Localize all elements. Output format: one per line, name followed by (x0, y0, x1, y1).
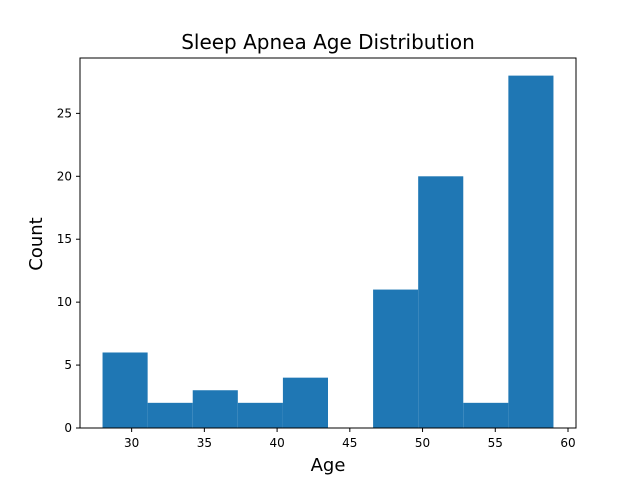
histogram-bar-1 (147, 402, 193, 428)
x-tick-label: 40 (269, 436, 284, 450)
y-axis-ticks: 0 5 10 15 20 25 (57, 106, 80, 435)
x-axis-ticks: 30 35 40 45 50 55 60 (124, 428, 576, 450)
histogram-bar-0 (102, 352, 148, 428)
histogram-bar-4 (282, 377, 328, 428)
histogram-bar-6 (373, 289, 419, 428)
x-axis-label: Age (311, 455, 346, 476)
x-tick-label: 35 (197, 436, 212, 450)
histogram-bar-8 (463, 402, 509, 428)
x-tick-label: 55 (488, 436, 503, 450)
histogram-bar-7 (418, 176, 464, 428)
x-tick-label: 50 (415, 436, 430, 450)
plot-frame (79, 57, 577, 429)
bars-group (102, 75, 554, 428)
y-tick-label: 5 (64, 358, 72, 372)
histogram-bar-3 (237, 402, 283, 428)
x-tick-label: 30 (124, 436, 139, 450)
y-tick-label: 15 (57, 232, 72, 246)
x-tick-label: 60 (560, 436, 575, 450)
histogram-bar-9 (508, 75, 554, 428)
y-tick-label: 20 (57, 169, 72, 183)
y-axis-label: Count (26, 217, 47, 270)
histogram-bar-2 (192, 390, 238, 428)
x-tick-label: 45 (342, 436, 357, 450)
y-tick-label: 10 (57, 295, 72, 309)
chart-title: Sleep Apnea Age Distribution (181, 30, 475, 54)
y-tick-label: 25 (57, 106, 72, 120)
y-tick-label: 0 (64, 421, 72, 435)
